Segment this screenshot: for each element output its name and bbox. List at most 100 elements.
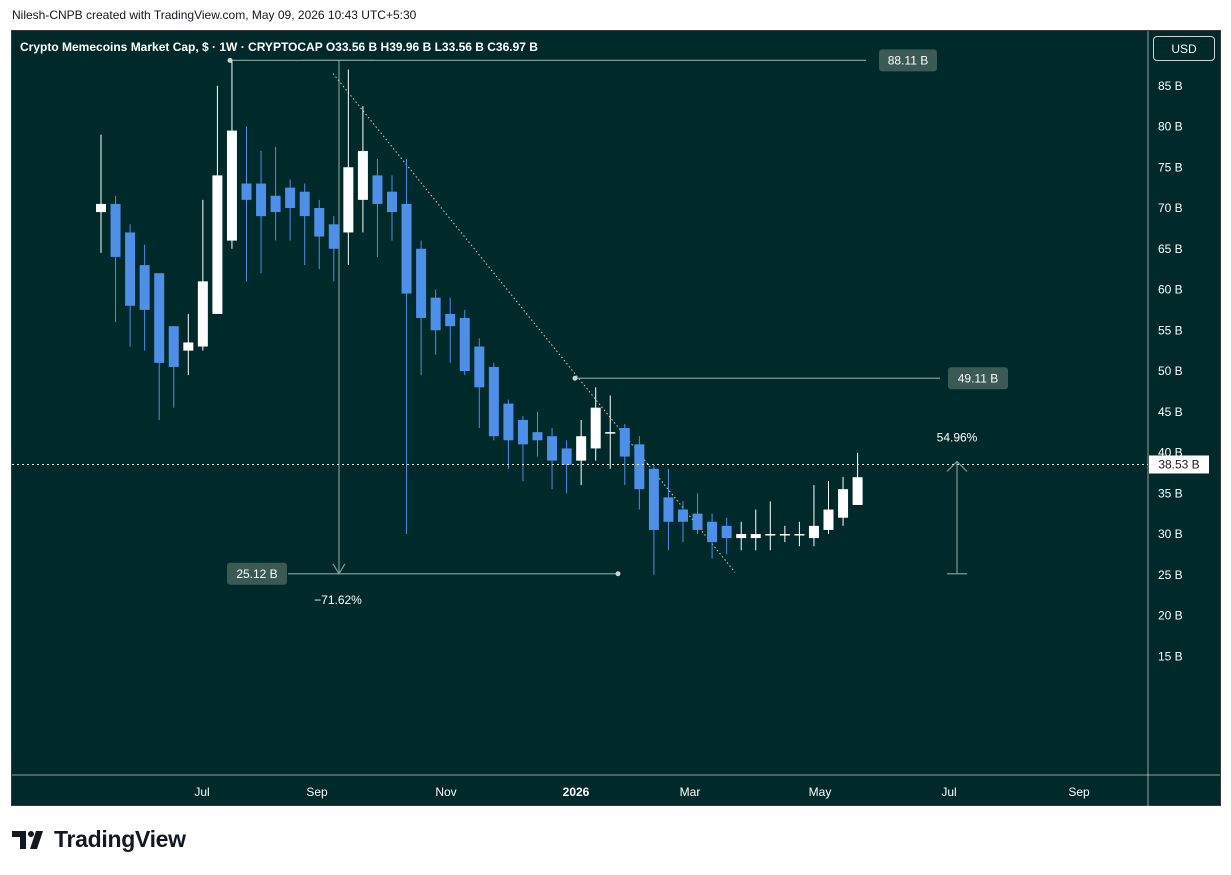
x-tick-label: Mar	[680, 785, 701, 799]
y-tick-label: 70 B	[1158, 201, 1183, 215]
tradingview-brand: TradingView	[12, 826, 186, 853]
y-tick-label: 55 B	[1158, 323, 1183, 337]
candle-body	[634, 444, 645, 490]
candle-body	[110, 203, 121, 257]
candle-body	[401, 203, 412, 294]
candle-body	[270, 195, 281, 213]
candle-body	[736, 534, 747, 539]
y-tick-label: 80 B	[1158, 120, 1183, 134]
y-tick-label: 85 B	[1158, 79, 1183, 93]
level-label-49: 49.11 B	[958, 371, 998, 385]
candle-body	[750, 534, 761, 539]
drop-percent-label: −71.62%	[314, 593, 362, 607]
candle-body	[328, 224, 339, 249]
currency-selector-button[interactable]: USD	[1153, 36, 1215, 61]
candle-body	[648, 468, 659, 530]
candle-body	[314, 208, 325, 237]
candle-body	[605, 432, 616, 434]
candle-body	[474, 346, 485, 388]
candle-body	[852, 477, 863, 505]
candle-body	[416, 248, 427, 319]
candle-body	[838, 489, 849, 518]
candle-body	[808, 525, 819, 539]
level-label-25: 25.12 B	[236, 567, 277, 581]
candle-body	[823, 509, 834, 530]
anchor-point	[615, 571, 621, 577]
candle-body	[154, 273, 165, 363]
candle-body	[357, 150, 368, 200]
candle-body	[139, 265, 150, 310]
y-tick-label: 50 B	[1158, 364, 1183, 378]
brand-name: TradingView	[54, 826, 186, 852]
candle-body	[343, 167, 354, 233]
tradingview-logo-icon	[12, 830, 43, 849]
y-tick-label: 60 B	[1158, 283, 1183, 297]
chart-panel[interactable]	[11, 30, 1221, 806]
candle-body	[765, 534, 776, 536]
candle-body	[576, 436, 587, 461]
candle-body	[721, 525, 732, 539]
level-label-bg	[879, 49, 937, 72]
candle-body	[503, 403, 514, 441]
y-tick-label: 15 B	[1158, 649, 1183, 663]
candle-body	[183, 342, 194, 351]
candle-body	[212, 175, 223, 314]
candle-body	[779, 534, 790, 536]
y-tick-label: 45 B	[1158, 405, 1183, 419]
candle-body	[96, 203, 106, 213]
y-tick-label: 30 B	[1158, 527, 1183, 541]
y-tick-label: 75 B	[1158, 160, 1183, 174]
candle-body	[794, 534, 805, 536]
y-tick-label: 25 B	[1158, 568, 1183, 582]
level-label-bg	[227, 562, 287, 585]
anchor-point	[227, 57, 233, 63]
x-tick-label: Sep	[1068, 785, 1090, 799]
legend-text: Crypto Memecoins Market Cap, $ · 1W · CR…	[20, 40, 538, 54]
x-tick-label: Jul	[941, 785, 956, 799]
level-label-bg	[948, 367, 1008, 390]
level-label-88: 88.11 B	[888, 53, 928, 67]
measure-drop-arrow	[332, 563, 346, 575]
x-tick-label: 2026	[563, 785, 590, 799]
candle-body	[285, 187, 296, 208]
x-tick-label: Sep	[306, 785, 328, 799]
candle-body	[590, 407, 601, 449]
candle-body	[299, 191, 310, 217]
measure-rise-arrow	[946, 460, 968, 472]
candle-body	[561, 448, 572, 465]
candle-body	[459, 318, 470, 371]
candle-body	[692, 513, 703, 530]
attribution-text: Nilesh-CNPB created with TradingView.com…	[12, 8, 417, 22]
last-price-label: 38.53 B	[1158, 457, 1199, 471]
candle-body	[430, 297, 441, 331]
y-tick-label: 35 B	[1158, 486, 1183, 500]
candle-body	[256, 183, 267, 217]
x-tick-label: Jul	[194, 785, 209, 799]
candle-body	[707, 521, 718, 543]
x-tick-label: Nov	[435, 785, 456, 799]
y-tick-label: 65 B	[1158, 242, 1183, 256]
candle-body	[547, 436, 558, 461]
candle-body	[663, 497, 674, 522]
candle-body	[517, 419, 528, 445]
candle-body	[445, 313, 456, 327]
candle-body	[241, 183, 252, 200]
candle-body	[197, 281, 208, 347]
candle-body	[678, 509, 688, 522]
y-tick-label: 95 B	[1158, 0, 1183, 11]
anchor-point	[572, 375, 578, 381]
candle-body	[488, 366, 499, 437]
candle-body	[168, 326, 179, 367]
y-tick-label: 20 B	[1158, 609, 1183, 623]
candle-body	[226, 130, 237, 241]
x-tick-label: May	[809, 785, 832, 799]
candle-body	[532, 432, 543, 441]
rise-percent-label: 54.96%	[937, 430, 978, 444]
candle-body	[372, 175, 383, 204]
candle-body	[125, 232, 136, 306]
downtrend-line	[332, 73, 736, 573]
last-price-label-bg	[1149, 455, 1209, 474]
candle-body	[387, 191, 397, 213]
candle-body	[619, 428, 630, 457]
